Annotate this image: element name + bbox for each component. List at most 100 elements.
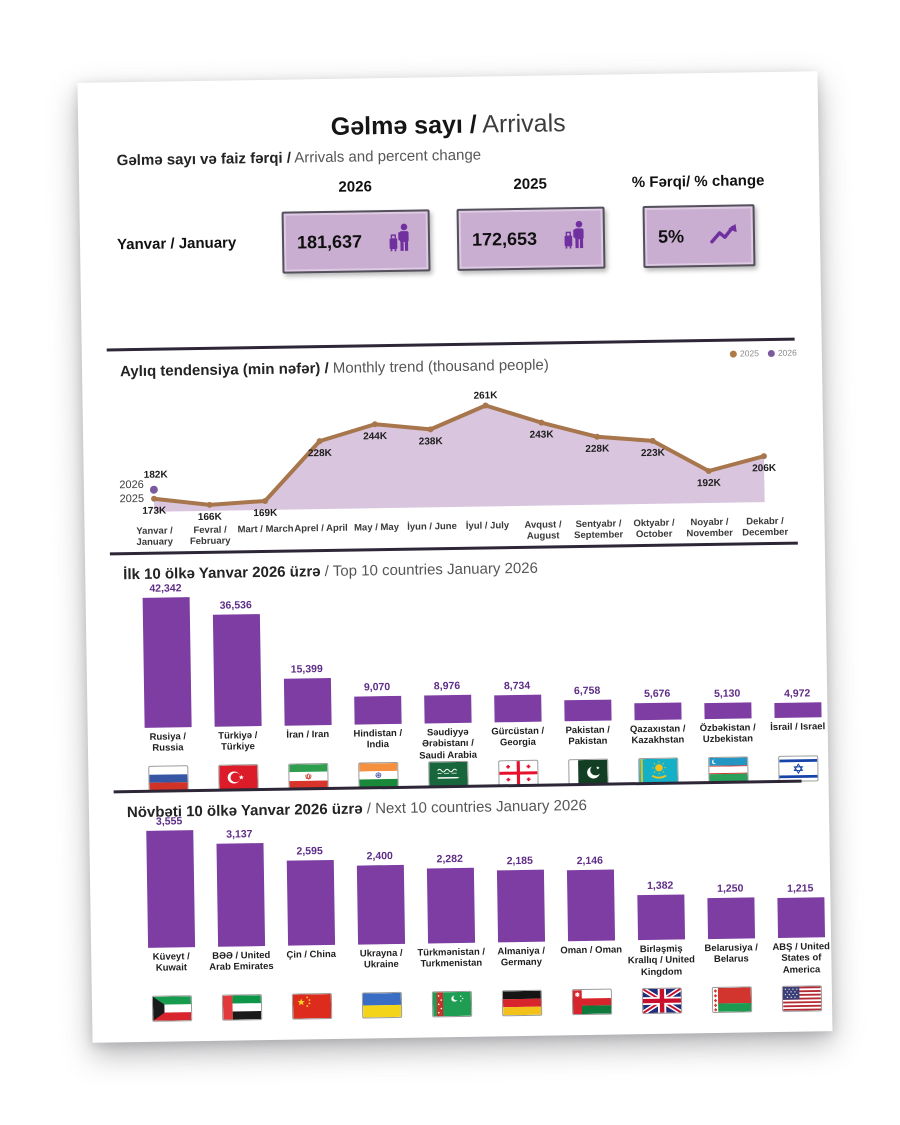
uae-bar[interactable]	[215, 843, 265, 947]
belarus-bar[interactable]	[706, 897, 755, 940]
trend-section-title: Aylıq tendensiya (min nəfər) / Monthly t…	[119, 356, 549, 381]
legend-item-2026[interactable]: 2026	[767, 348, 797, 358]
flag-kuwait-icon	[151, 995, 193, 1022]
trend-point-2025[interactable]	[705, 468, 712, 475]
traveler-with-luggage-icon	[562, 218, 591, 257]
bar-value-label: 2,282	[436, 852, 463, 866]
flag-turkiye-icon	[218, 764, 259, 791]
russia-bar[interactable]	[142, 597, 192, 728]
flag-russia-icon	[148, 765, 189, 792]
page-title: Gəlmə sayı / Arrivals	[78, 105, 818, 146]
trend-data-label-2026: 182K	[144, 469, 169, 480]
bar-value-label: 15,399	[290, 663, 323, 676]
flag-pakistan-icon	[568, 758, 609, 786]
bar-column: 2,282 Türkmənistan / Turkmenistan	[414, 811, 487, 1018]
trend-data-label: 206K	[752, 463, 777, 474]
country-name-label: ABŞ / United States of America	[772, 941, 831, 976]
china-bar[interactable]	[286, 859, 335, 946]
trend-data-label: 192K	[697, 478, 722, 489]
united-kingdom-bar[interactable]	[636, 894, 685, 941]
column-header-2026: 2026	[338, 178, 372, 196]
flag-germany-icon	[501, 989, 543, 1017]
flag-china-icon	[291, 992, 333, 1020]
bar-column: 3,555 Küveyt / Kuwait	[134, 815, 207, 1022]
trend-data-label: 238K	[419, 436, 444, 447]
kpi-value-change: 5%	[657, 225, 685, 247]
country-name-label: Türkmənistan / Turkmenistan	[417, 946, 486, 970]
kpi-subtitle: Gəlmə sayı və faiz fərqi / Arrivals and …	[116, 146, 482, 170]
israel-bar[interactable]	[773, 702, 822, 719]
india-bar[interactable]	[353, 695, 402, 725]
trend-point-2025[interactable]	[151, 495, 158, 502]
bar-value-label: 1,250	[717, 882, 744, 895]
kazakhstan-bar[interactable]	[633, 702, 682, 721]
bar-column: 3,137 BƏƏ / United Arab Emirates	[204, 814, 277, 1021]
trend-point-2025[interactable]	[371, 421, 378, 428]
flag-georgia-icon	[498, 759, 539, 787]
trend-data-label: 166K	[198, 512, 223, 523]
month-axis-label: Dekabr / December	[742, 515, 789, 539]
page-title-en: Arrivals	[476, 109, 566, 139]
trend-legend: 2025 2026	[627, 348, 797, 361]
legend-dot-2025	[729, 350, 738, 358]
trend-line-2025[interactable]	[152, 401, 766, 507]
pakistan-bar[interactable]	[563, 699, 612, 722]
country-name-label: Özbəkistan / Uzbekistan	[699, 722, 756, 746]
trend-point-2025[interactable]	[482, 402, 489, 409]
uzbekistan-bar[interactable]	[703, 702, 752, 720]
country-name-label: Çin / China	[286, 948, 337, 961]
country-name-label: İsrail / Israel	[770, 721, 826, 734]
trend-point-2025[interactable]	[649, 437, 656, 444]
turkmenistan-bar[interactable]	[426, 867, 475, 944]
bar-column: 8,734 Gürcüstan / Georgia	[480, 576, 553, 787]
bar-column: 42,342 Rusiya / Russia	[130, 581, 203, 792]
bar-column: 6,758 Pakistan / Pakistan	[550, 574, 623, 786]
trend-point-2025[interactable]	[427, 426, 434, 433]
germany-bar[interactable]	[496, 869, 545, 943]
country-name-label: Türkiyə / Türkiye	[218, 730, 258, 754]
turkiye-bar[interactable]	[212, 614, 262, 727]
trend-point-2025[interactable]	[316, 438, 323, 445]
country-name-label: Birləşmiş Krallıq / United Kingdom	[627, 943, 695, 978]
country-name-label: İran / Iran	[286, 728, 330, 741]
flag-usa-icon	[781, 985, 823, 1012]
usa-bar[interactable]	[776, 897, 825, 938]
bar-column: 2,400 Ukrayna / Ukraine	[344, 812, 417, 1019]
report-page: Gəlmə sayı / Arrivals Gəlmə sayı və faiz…	[77, 71, 833, 1043]
bar-column: 36,536 Türkiyə / Türkiye	[200, 580, 273, 791]
monthly-trend-chart[interactable]: 173K 166K 169K 228K 244K 238K 261K 243K 228K 223K…	[122, 383, 824, 534]
flag-uzbekistan-icon	[708, 756, 749, 784]
flag-uae-icon	[221, 994, 263, 1021]
bar-column: 1,250 Belarusiya / Belarus	[694, 806, 767, 1014]
kpi-card-change: 5%	[642, 204, 756, 269]
bar-value-label: 42,342	[149, 582, 182, 595]
country-name-label: Küveyt / Kuwait	[152, 951, 190, 975]
flag-belarus-icon	[711, 986, 753, 1014]
country-name-label: Qazaxıstan / Kazakhstan	[629, 723, 686, 747]
kpi-row-label: Yanvar / January	[116, 234, 237, 254]
bar-column: 2,146 Oman / Oman	[554, 808, 627, 1016]
kuwait-bar[interactable]	[145, 830, 195, 948]
trend-point-2025[interactable]	[262, 497, 269, 504]
bar-value-label: 2,595	[296, 845, 323, 858]
ukraine-bar[interactable]	[356, 864, 405, 945]
trend-point-2025[interactable]	[594, 433, 601, 440]
georgia-bar[interactable]	[493, 694, 542, 723]
trend-point-2025[interactable]	[760, 453, 767, 460]
saudi-arabia-bar[interactable]	[423, 694, 472, 724]
trend-point-2026[interactable]	[149, 485, 158, 494]
bar-column: 9,070 Hindistan / India	[340, 578, 413, 789]
trend-point-2025[interactable]	[206, 501, 213, 508]
oman-bar[interactable]	[566, 869, 615, 942]
bar-column: 2,595 Çin / China	[274, 813, 347, 1020]
trend-data-label: 228K	[585, 444, 610, 455]
bar-value-label: 3,555	[155, 815, 183, 828]
iran-bar[interactable]	[283, 677, 332, 726]
legend-item-2025[interactable]: 2025	[729, 348, 759, 358]
flag-saudi-arabia-icon	[428, 760, 469, 788]
country-name-label: Almaniya / Germany	[497, 945, 546, 969]
bar-value-label: 1,215	[787, 882, 814, 895]
trend-point-2025[interactable]	[538, 419, 545, 426]
bar-column: 1,382 Birləşmiş Krallıq / United Kingdom	[624, 807, 697, 1015]
page-title-az: Gəlmə sayı /	[330, 110, 477, 141]
